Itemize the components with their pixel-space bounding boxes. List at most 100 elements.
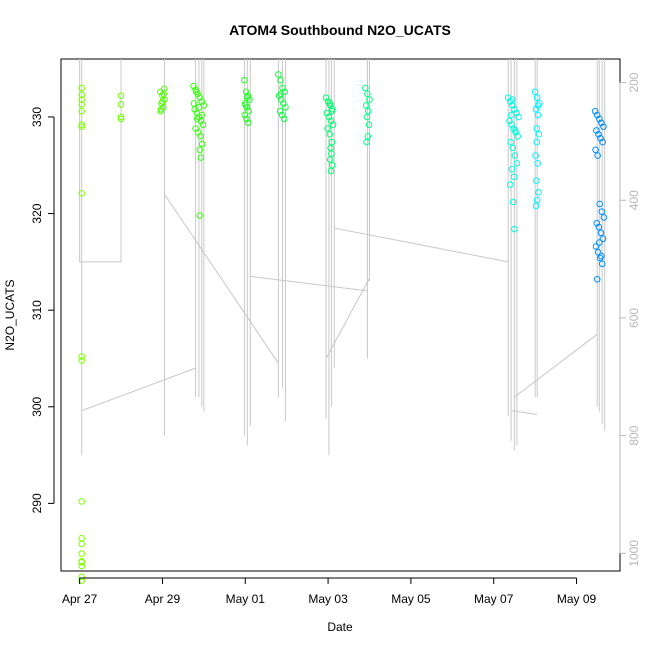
data-point: [535, 131, 543, 138]
data-point: [198, 140, 206, 148]
data-point: [364, 90, 371, 98]
data-point: [533, 177, 540, 185]
altitude-transit-line: [164, 193, 279, 364]
data-point: [324, 98, 332, 105]
data-point: [327, 117, 335, 125]
data-point: [510, 173, 518, 181]
data-point: [160, 85, 168, 93]
data-point: [78, 189, 86, 197]
y-tick-label: 330: [30, 107, 44, 127]
data-point: [78, 96, 86, 103]
x-tick-label: May 05: [391, 592, 431, 606]
data-point: [508, 165, 516, 173]
data-point: [322, 94, 330, 101]
data-point: [160, 90, 167, 98]
data-point: [193, 115, 201, 123]
data-point: [190, 82, 197, 90]
data-point: [276, 107, 284, 115]
data-point: [595, 131, 602, 138]
data-point: [594, 152, 601, 159]
data-point: [363, 138, 370, 146]
data-point: [593, 111, 601, 119]
data-point: [78, 107, 86, 115]
data-point: [600, 214, 608, 221]
y-tick-label: 310: [30, 300, 44, 320]
data-point: [246, 96, 253, 103]
data-point: [511, 105, 518, 113]
data-point: [78, 101, 86, 108]
data-point: [242, 102, 249, 109]
chart-title: ATOM4 Southbound N2O_UCATS: [229, 22, 451, 38]
data-point: [598, 252, 605, 260]
data-point: [365, 121, 373, 128]
y2-axis: 200 400 600 800 1000: [619, 72, 641, 567]
data-point: [78, 534, 86, 542]
data-point: [275, 71, 282, 78]
data-point: [277, 90, 285, 98]
altitude-transit-line: [514, 333, 598, 398]
data-point: [241, 111, 249, 119]
x-tick-label: May 07: [474, 592, 514, 606]
data-point: [598, 260, 606, 268]
data-point: [535, 189, 542, 196]
data-point: [532, 152, 539, 159]
data-point: [198, 111, 206, 119]
data-point: [196, 94, 204, 101]
data-point: [506, 181, 514, 188]
data-point: [277, 76, 284, 84]
data-point: [78, 84, 86, 92]
data-point: [366, 96, 373, 103]
altitude-transit-line: [325, 278, 370, 359]
data-point: [593, 127, 600, 134]
data-point: [281, 88, 288, 96]
data-point: [327, 167, 335, 175]
data-point: [531, 88, 539, 96]
data-point: [190, 100, 198, 107]
data-point: [509, 96, 516, 103]
data-point: [593, 219, 601, 227]
data-point: [78, 123, 86, 130]
data-point: [324, 125, 331, 132]
data-point: [117, 92, 125, 100]
data-point: [364, 107, 372, 115]
data-point: [594, 248, 602, 256]
data-point: [514, 132, 522, 140]
data-point: [595, 223, 603, 231]
data-point: [244, 119, 252, 127]
data-point: [598, 119, 605, 127]
data-point: [198, 98, 206, 105]
data-point: [510, 125, 517, 132]
data-point: [511, 127, 519, 134]
data-point: [592, 146, 599, 154]
data-point: [362, 102, 370, 109]
altitude-transit-line: [334, 227, 509, 263]
data-point: [197, 132, 204, 140]
y2-tick-label: 800: [627, 425, 641, 445]
data-point: [598, 208, 606, 215]
data-point: [591, 107, 599, 115]
data-point: [534, 111, 542, 119]
data-point: [597, 134, 604, 142]
data-point: [595, 115, 603, 123]
data-point: [78, 357, 86, 364]
x-tick-label: Apr 27: [62, 592, 98, 606]
data-point: [78, 498, 86, 505]
altitude-transit-line: [81, 367, 196, 412]
data-point: [600, 123, 607, 130]
data-point: [593, 275, 601, 283]
data-point: [504, 94, 512, 101]
x-tick-label: May 03: [308, 592, 348, 606]
data-point: [506, 98, 514, 105]
data-point: [507, 138, 514, 146]
data-point: [117, 101, 125, 108]
data-point: [325, 113, 333, 121]
data-point: [245, 107, 252, 115]
altitude-lines: [79, 59, 606, 456]
data-point: [326, 131, 334, 138]
data-point: [326, 156, 334, 163]
x-axis-label: Date: [327, 620, 353, 634]
data-point: [532, 202, 540, 210]
x-tick-label: May 01: [226, 592, 266, 606]
x-tick-label: Apr 29: [145, 592, 181, 606]
altitude-transit-line: [250, 275, 368, 292]
